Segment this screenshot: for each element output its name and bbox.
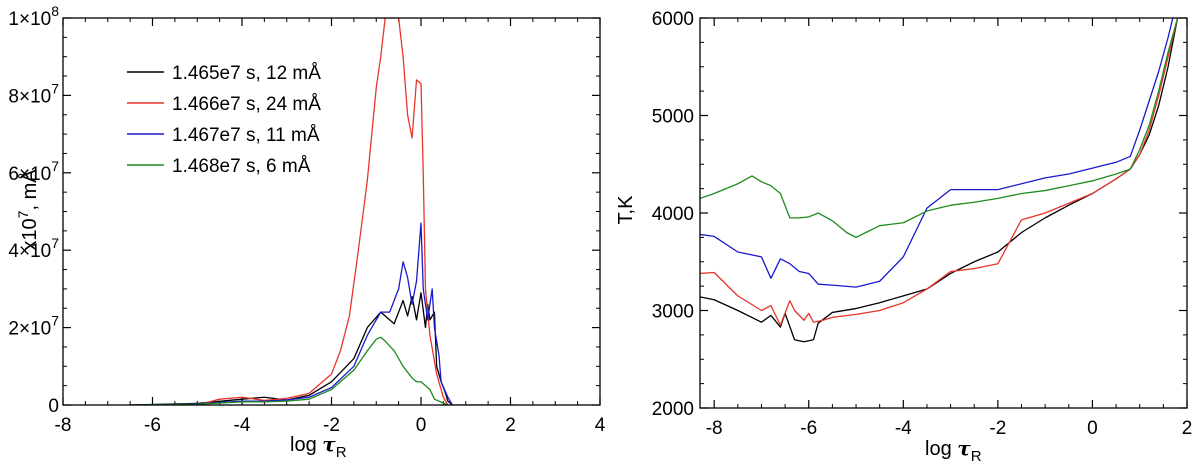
- left-x-tick-label: 4: [595, 415, 606, 436]
- legend-label-2: 1.467e7 s, 11 mÅ: [172, 125, 320, 146]
- left-ticks: [62, 17, 601, 406]
- left-series-group: [130, 18, 515, 405]
- left-series-line-3: [130, 336, 515, 405]
- right-x-tick-label: 0: [1087, 418, 1098, 439]
- left-y-axis-label: x107, mÅ: [15, 169, 41, 251]
- right-ticks: [700, 17, 1188, 409]
- right-y-tick-label: 3000: [652, 302, 694, 323]
- right-y-tick-labels: 2000 3000 4000 5000 6000: [652, 9, 694, 420]
- right-x-tick-label: -2: [989, 418, 1006, 439]
- left-series-line-1: [197, 18, 449, 405]
- legend-label-1: 1.466e7 s, 24 mÅ: [172, 94, 321, 115]
- right-x-tick-label: -6: [800, 418, 817, 439]
- legend-label-3: 1.468e7 s, 6 mÅ: [172, 156, 311, 177]
- right-y-tick-label: 6000: [652, 9, 694, 30]
- left-y-tick-label: 8×107: [8, 80, 59, 107]
- right-x-tick-label: -8: [706, 418, 723, 439]
- right-plot-frame: [699, 17, 1188, 409]
- left-x-tick-label: -6: [144, 415, 161, 436]
- left-y-tick-label: 6×107: [8, 158, 59, 185]
- left-x-tick-labels: -8 -6 -4 -2 0 2 4: [55, 415, 606, 436]
- left-chart: 1.465e7 s, 12 mÅ 1.466e7 s, 24 mÅ 1.467e7 …: [8, 3, 605, 461]
- right-x-axis-label: log τR: [925, 436, 982, 465]
- right-x-tick-label: -4: [895, 418, 912, 439]
- left-y-tick-label: 2×107: [8, 313, 59, 340]
- right-series-group: [700, 18, 1179, 343]
- left-x-tick-label: -2: [323, 415, 340, 436]
- left-x-tick-label: 2: [505, 415, 516, 436]
- legend-label-0: 1.465e7 s, 12 mÅ: [172, 63, 321, 84]
- left-x-axis-label: log τR: [290, 432, 347, 461]
- right-series-line-2: [700, 18, 1174, 288]
- left-series-line-0: [130, 292, 453, 405]
- right-x-tick-label: 2: [1182, 418, 1193, 439]
- left-y-tick-labels: 0 2×107 4×107 6×107 8×107 1×108: [8, 3, 59, 417]
- right-y-tick-label: 5000: [652, 107, 694, 128]
- right-series-line-1: [700, 18, 1179, 326]
- right-x-tick-labels: -8 -6 -4 -2 0 2: [706, 418, 1193, 439]
- right-series-line-3: [700, 18, 1179, 239]
- left-y-tick-label: 1×108: [8, 3, 59, 30]
- left-y-tick-label: 4×107: [8, 235, 59, 262]
- left-y-tick-label: 0: [48, 396, 59, 417]
- left-series-line-2: [130, 222, 453, 405]
- left-legend: 1.465e7 s, 12 mÅ 1.466e7 s, 24 mÅ 1.467e7 …: [127, 63, 321, 177]
- left-plot-frame: [62, 17, 601, 406]
- left-x-tick-label: -4: [234, 415, 251, 436]
- left-x-tick-label: 0: [416, 415, 427, 436]
- right-series-line-0: [700, 18, 1179, 343]
- right-y-axis-label: T,K: [615, 195, 637, 225]
- right-y-tick-label: 4000: [652, 204, 694, 225]
- left-x-tick-label: -8: [55, 415, 72, 436]
- right-y-tick-label: 2000: [652, 399, 694, 420]
- right-chart: -8 -6 -4 -2 0 2 2000 3000 4000 5000 6000 log τR T…: [615, 9, 1192, 465]
